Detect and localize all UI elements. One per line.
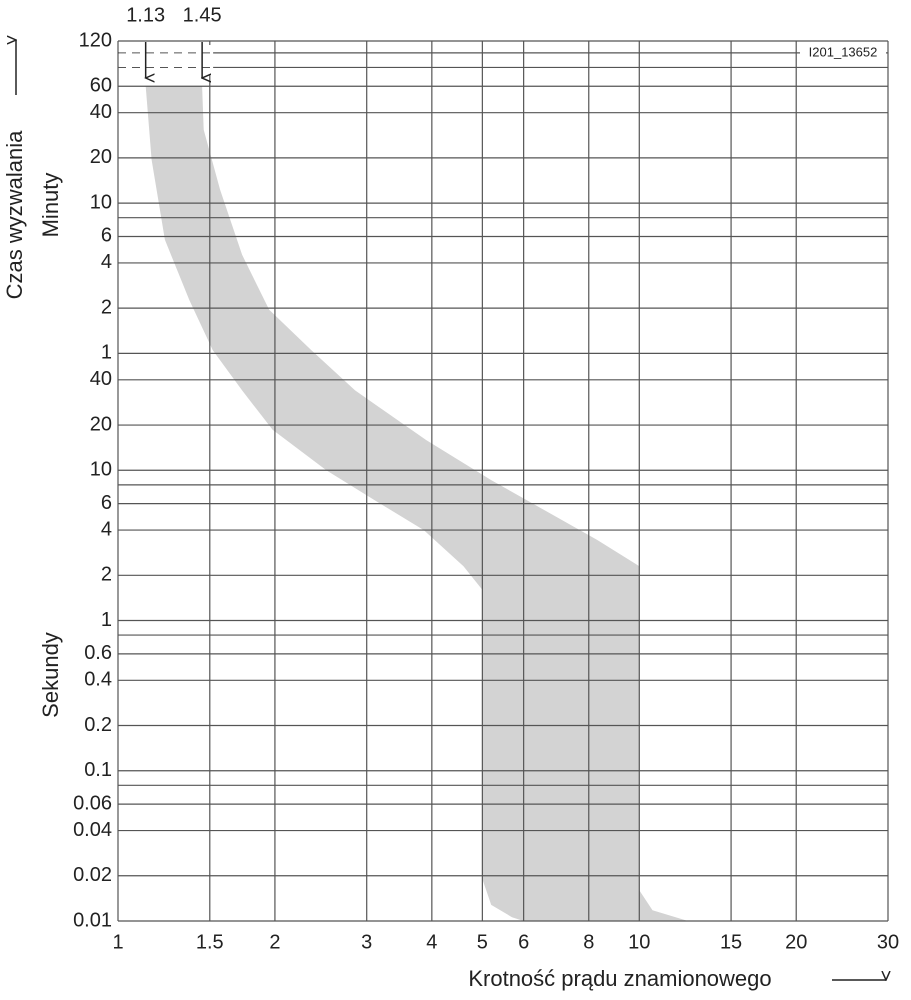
y-tick-label: 20 [90,413,112,435]
x-tick-label: 1 [112,931,123,953]
x-tick-label: 8 [583,931,594,953]
y-tick-label: 1 [101,609,112,631]
y-tick-label: 4 [101,251,112,273]
x-axis-label: Krotność prądu znamionowego [468,966,771,991]
x-tick-label: 4 [426,931,437,953]
y-tick-label: 0.01 [73,909,112,931]
y-tick-label: 6 [101,492,112,514]
y-tick-label: 1 [101,342,112,364]
y-tick-label: 120 [79,29,112,51]
x-tick-label: 20 [785,931,807,953]
note: I201_13652 [809,44,878,59]
y-tick-label: 60 [90,75,112,97]
y-tick-label: 2 [101,564,112,586]
x-tick-label: 30 [877,931,899,953]
y-tick-label: 0.02 [73,864,112,886]
x-tick-label: 10 [628,931,650,953]
x-tick-label: 3 [361,931,372,953]
x-tick-label: 1.5 [196,931,224,953]
y-tick-label: 2 [101,296,112,318]
unit-label: Sekundy [38,632,63,718]
marker-label: 1.45 [183,4,222,26]
marker-mask [119,45,214,75]
y-tick-label: 10 [90,459,112,481]
y-tick-label: 0.04 [73,819,112,841]
x-tick-label: 2 [269,931,280,953]
y-tick-label: 6 [101,225,112,247]
marker-label: 1.13 [126,4,165,26]
y-axis-label: Czas wyzwalania [2,130,27,299]
y-tick-label: 4 [101,518,112,540]
y-tick-label: 0.1 [84,759,112,781]
y-tick-label: 10 [90,191,112,213]
y-tick-label: 0.4 [84,669,112,691]
x-tick-label: 15 [720,931,742,953]
y-tick-label: 0.06 [73,792,112,814]
unit-label: Minuty [38,173,63,238]
note-box [800,43,886,63]
y-tick-label: 0.2 [84,714,112,736]
x-tick-label: 6 [518,931,529,953]
y-tick-label: 20 [90,146,112,168]
y-tick-label: 0.6 [84,642,112,664]
x-tick-label: 5 [477,931,488,953]
y-tick-label: 40 [90,101,112,123]
y-tick-label: 40 [90,368,112,390]
